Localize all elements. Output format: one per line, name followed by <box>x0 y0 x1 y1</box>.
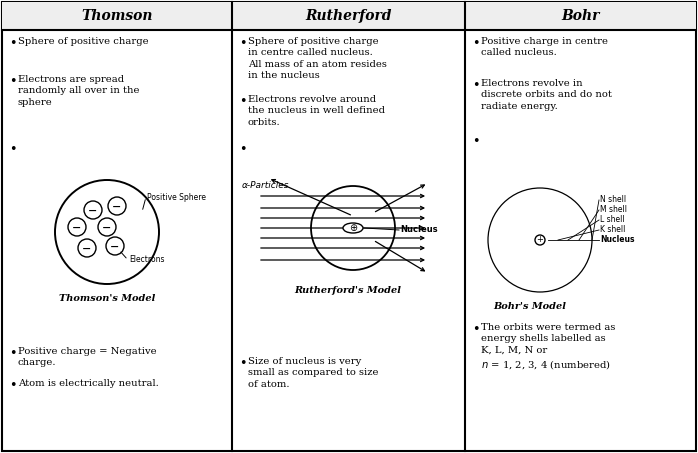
Text: •: • <box>9 379 17 392</box>
Text: α-Particles: α-Particles <box>242 181 290 190</box>
Text: Rutherford: Rutherford <box>305 9 392 23</box>
Text: Atom is electrically neutral.: Atom is electrically neutral. <box>18 379 158 388</box>
Text: −: − <box>82 244 91 254</box>
Text: •: • <box>239 37 246 50</box>
Text: •: • <box>9 75 17 88</box>
Text: K shell: K shell <box>600 226 625 235</box>
Circle shape <box>68 218 86 236</box>
Text: Electrons: Electrons <box>129 255 165 265</box>
Text: Positive charge in centre
called nucleus.: Positive charge in centre called nucleus… <box>481 37 608 58</box>
Circle shape <box>535 235 545 245</box>
Circle shape <box>78 239 96 257</box>
Text: Size of nucleus is very
small as compared to size
of atom.: Size of nucleus is very small as compare… <box>248 357 378 389</box>
Text: Thomson: Thomson <box>81 9 153 23</box>
Text: The orbits were termed as
energy shells labelled as
K, L, M, N or
$n$ = 1, 2, 3,: The orbits were termed as energy shells … <box>481 323 616 371</box>
Text: Bohr: Bohr <box>561 9 600 23</box>
Text: Rutherford's Model: Rutherford's Model <box>295 286 401 295</box>
Text: −: − <box>73 223 82 233</box>
Text: N shell: N shell <box>600 196 626 204</box>
Text: −: − <box>103 223 112 233</box>
Circle shape <box>55 180 159 284</box>
Text: •: • <box>239 357 246 370</box>
Text: Electrons are spread
randomly all over in the
sphere: Electrons are spread randomly all over i… <box>18 75 140 107</box>
Text: Sphere of positive charge
in centre called nucleus.
All mass of an atom resides
: Sphere of positive charge in centre call… <box>248 37 387 80</box>
Text: •: • <box>472 323 480 336</box>
Text: •: • <box>472 135 480 148</box>
Ellipse shape <box>343 223 363 233</box>
Text: •: • <box>472 37 480 50</box>
Text: •: • <box>239 143 246 156</box>
Bar <box>2 2 696 30</box>
Circle shape <box>512 212 568 268</box>
Text: Positive Sphere: Positive Sphere <box>147 193 206 202</box>
Text: ⊕: ⊕ <box>349 223 357 233</box>
Text: •: • <box>9 347 17 360</box>
Circle shape <box>522 222 558 258</box>
Text: •: • <box>9 143 17 156</box>
Text: Electrons revolve in
discrete orbits and do not
radiate energy.: Electrons revolve in discrete orbits and… <box>481 79 612 111</box>
Text: M shell: M shell <box>600 206 627 215</box>
Text: +: + <box>537 236 544 245</box>
Text: −: − <box>112 202 121 212</box>
Circle shape <box>106 237 124 255</box>
Text: Electrons revolve around
the nucleus in well defined
orbits.: Electrons revolve around the nucleus in … <box>248 95 385 127</box>
Text: Positive charge = Negative
charge.: Positive charge = Negative charge. <box>18 347 156 367</box>
Text: L shell: L shell <box>600 216 625 225</box>
Text: Nucleus: Nucleus <box>600 236 634 245</box>
Circle shape <box>108 197 126 215</box>
Text: Bohr's Model: Bohr's Model <box>493 302 567 311</box>
Text: −: − <box>110 242 119 252</box>
Text: Nucleus: Nucleus <box>400 226 438 235</box>
Circle shape <box>84 201 102 219</box>
Circle shape <box>488 188 592 292</box>
Text: •: • <box>239 95 246 108</box>
Text: Thomson's Model: Thomson's Model <box>59 294 155 303</box>
Circle shape <box>532 232 548 248</box>
Text: •: • <box>472 79 480 92</box>
Circle shape <box>501 201 579 279</box>
Text: −: − <box>89 206 98 216</box>
Text: •: • <box>9 37 17 50</box>
Text: Sphere of positive charge: Sphere of positive charge <box>18 37 149 46</box>
Circle shape <box>98 218 116 236</box>
